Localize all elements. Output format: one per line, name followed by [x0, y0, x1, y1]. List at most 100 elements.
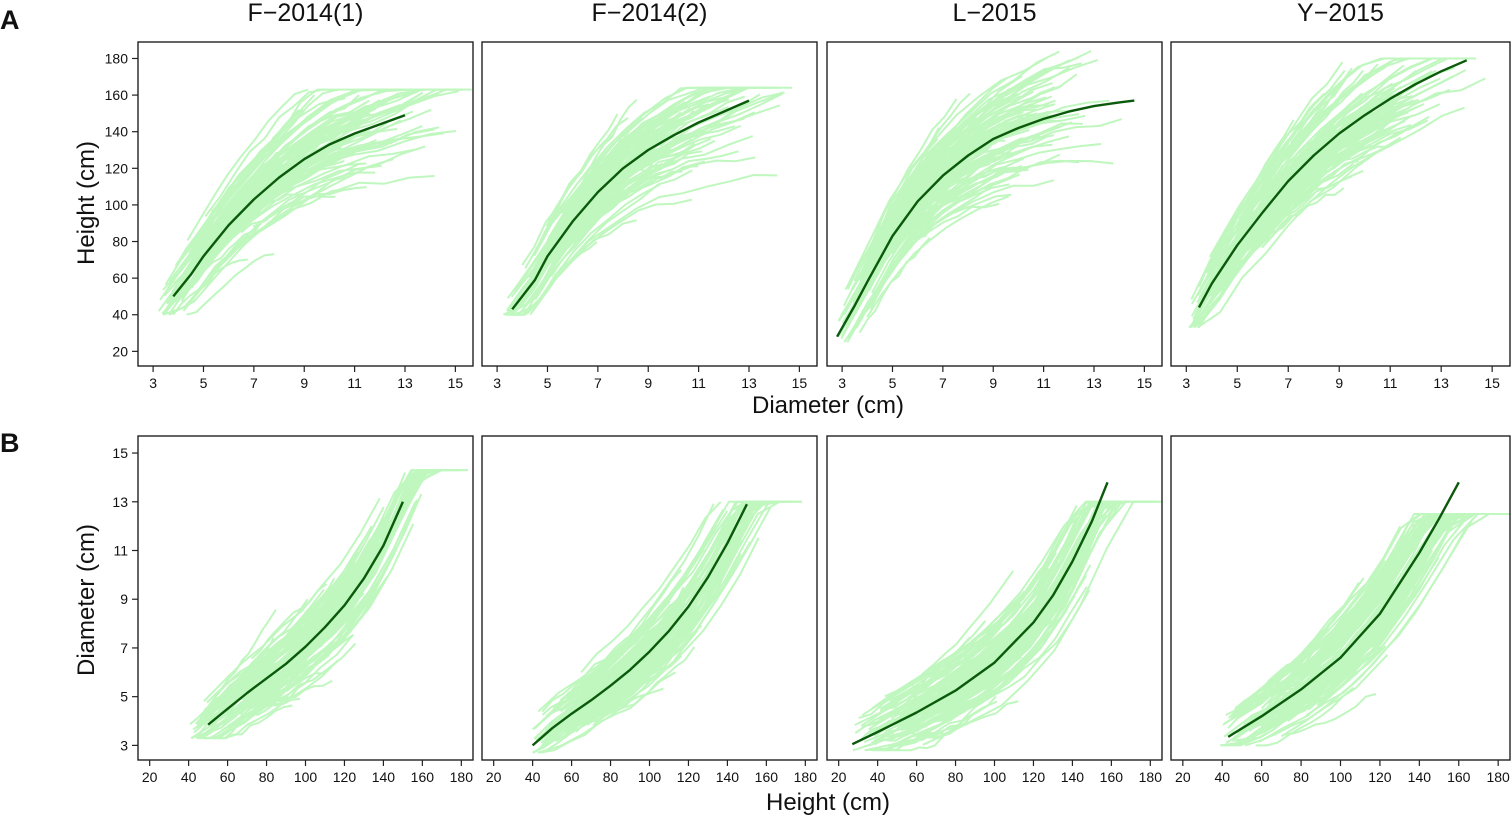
x-tick-label: 60 — [564, 769, 580, 785]
panel-title-l2015: L−2015 — [952, 0, 1036, 27]
y-tick-label: 20 — [112, 343, 128, 359]
individual-curve — [533, 86, 731, 257]
y-tick-label: 100 — [105, 197, 129, 213]
y-tick-label: 180 — [105, 50, 129, 66]
individual-curve — [533, 602, 686, 730]
mean-curve — [511, 99, 750, 311]
individual-curve — [873, 112, 1038, 261]
panel-b-l2015: 20 40 60 80 100 120 140 160 180 — [826, 435, 1163, 785]
individual-curve — [217, 523, 415, 735]
individual-curve — [1255, 686, 1355, 747]
individual-curve — [1260, 646, 1382, 728]
x-tick-label: 9 — [644, 375, 652, 391]
mean-curve — [207, 501, 404, 726]
individual-curve — [902, 159, 1080, 246]
individual-curve — [524, 86, 738, 269]
individual-curve — [915, 658, 997, 723]
x-tick-label: 140 — [716, 769, 740, 785]
individual-curve — [237, 602, 326, 693]
individual-curve — [182, 90, 418, 274]
individual-curve — [196, 635, 291, 729]
x-tick-label: 120 — [1022, 769, 1046, 785]
x-tick-label: 3 — [1182, 375, 1190, 391]
row-a-x-axis-title: Diameter (cm) — [752, 392, 904, 419]
row-a-y-axis-title: Height (cm) — [73, 141, 100, 265]
individual-curve — [1257, 536, 1415, 705]
individual-curve — [868, 552, 1076, 734]
individual-curve — [846, 98, 958, 290]
individual-curve — [524, 209, 598, 306]
mean-curve — [172, 114, 406, 298]
mean-curve — [1227, 481, 1460, 738]
individual-curve — [948, 500, 1111, 684]
individual-curve — [202, 596, 325, 716]
individual-curve — [1295, 550, 1396, 672]
individual-curve — [866, 226, 933, 304]
individual-curve — [568, 500, 775, 696]
individual-curves — [1188, 57, 1486, 329]
individual-curve — [1240, 70, 1433, 233]
individual-curve — [910, 570, 1015, 687]
individual-curve — [212, 529, 371, 708]
individual-curve — [216, 704, 293, 740]
individual-curve — [505, 183, 661, 316]
panel-frame — [481, 435, 818, 761]
x-tick-label: 7 — [594, 375, 602, 391]
individual-curve — [264, 469, 439, 675]
individual-curve — [211, 633, 341, 739]
individual-curves — [157, 88, 472, 316]
x-tick-label: 180 — [1139, 769, 1163, 785]
individual-curve — [200, 128, 435, 273]
individual-curve — [1260, 643, 1368, 718]
mean-curve — [1197, 59, 1468, 308]
individual-curve — [231, 88, 369, 193]
panel-frame — [826, 41, 1163, 367]
x-tick-label: 100 — [1329, 769, 1353, 785]
mean-curve — [836, 99, 1135, 338]
individual-curve — [584, 660, 652, 719]
individual-curve — [191, 684, 257, 739]
individual-curve — [575, 687, 664, 733]
x-tick-label: 15 — [448, 375, 464, 391]
individual-curve — [1265, 513, 1440, 687]
row-b-y-axis-title: Diameter (cm) — [73, 524, 100, 676]
x-tick-label: 120 — [677, 769, 701, 785]
panel-b-f2014-1: 20 40 60 80 100 120 140 160 180 3 5 7 9 11 13 15 — [112, 435, 474, 785]
individual-curve — [260, 632, 326, 695]
x-tick-label: 140 — [372, 769, 396, 785]
x-tick-label: 20 — [142, 769, 158, 785]
x-tick-label: 180 — [1486, 769, 1510, 785]
x-tick-label: 20 — [831, 769, 847, 785]
individual-curve — [890, 697, 970, 736]
individual-curve — [541, 632, 637, 713]
x-tick-label: 100 — [638, 769, 662, 785]
individual-curve — [871, 157, 1025, 294]
y-tick-label: 160 — [105, 87, 129, 103]
individual-curve — [879, 620, 987, 713]
individual-curve — [1238, 666, 1315, 731]
panel-b-f2014-2: 20 40 60 80 100 120 140 160 180 — [481, 435, 818, 785]
individual-curve — [1247, 119, 1394, 249]
individual-curve — [1204, 100, 1412, 310]
individual-curve — [534, 160, 706, 301]
individual-curve — [1235, 128, 1351, 257]
individual-curve — [860, 127, 940, 277]
individual-curve — [1234, 104, 1395, 251]
individual-curve — [186, 253, 275, 316]
x-tick-label: 13 — [741, 375, 757, 391]
individual-curve — [566, 501, 770, 732]
x-tick-label: 13 — [1086, 375, 1102, 391]
x-tick-label: 80 — [603, 769, 619, 785]
individual-curve — [1197, 198, 1267, 296]
individual-curve — [883, 78, 1007, 231]
x-tick-label: 11 — [1036, 375, 1051, 391]
individual-curve — [248, 103, 381, 191]
y-tick-label: 5 — [120, 689, 128, 705]
x-tick-label: 100 — [294, 769, 318, 785]
panel-title-f2014-1: F−2014(1) — [247, 0, 363, 27]
y-tick-label: 9 — [120, 591, 128, 607]
individual-curve — [180, 230, 253, 302]
panel-frame — [137, 435, 474, 761]
x-tick-label: 40 — [525, 769, 541, 785]
